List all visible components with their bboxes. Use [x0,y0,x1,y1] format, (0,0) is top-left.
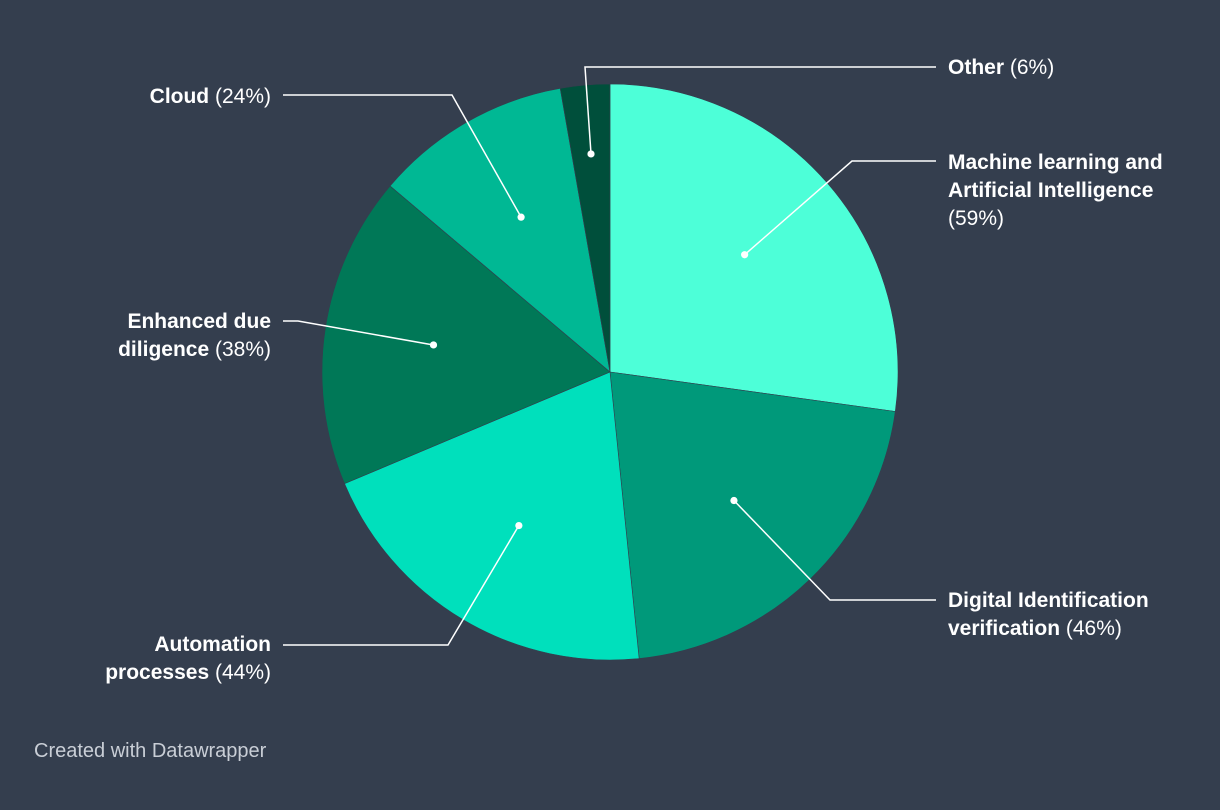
slice-label-machine-learning-and-artificial-intelligence: Machine learning and Artificial Intellige… [948,151,1163,230]
slice-label-digital-identification-verification: Digital Identification verification (46%) [948,589,1149,640]
slice-percent: (59%) [948,207,1004,230]
leader-line-machine-learning-and-artificial-intelligence [744,160,936,256]
slice-label-automation-processes: Automation processes (44%) [105,633,271,684]
slice-percent: (24%) [209,85,271,108]
slice-name-line: Other [948,56,1004,79]
slice-name-line: Cloud [150,85,209,108]
leader-dot-enhanced-due-diligence [429,341,438,349]
slice-labels: Machine learning and Artificial Intellige… [105,56,1162,684]
slice-name-line: Digital Identification [948,589,1149,612]
slice-percent: (44%) [209,661,271,684]
slice-name-line: diligence [118,338,209,361]
pie-slice-other [559,83,611,373]
leader-line-digital-identification-verification [733,500,936,601]
leader-line-cloud [283,94,522,218]
pie-slice-digital-identification-verification [609,371,896,659]
slice-name-line: processes [105,661,209,684]
pie-slices [321,83,899,661]
leader-dot-machine-learning-and-artificial-intelligence [741,251,749,259]
leader-line-other [584,66,936,154]
datawrapper-credit: Created with Datawrapper [34,740,267,762]
slice-label-enhanced-due-diligence: Enhanced due diligence (38%) [118,310,271,361]
slice-label-other: Other (6%) [948,56,1054,79]
leader-dot-cloud [517,213,525,221]
slice-name-line: verification [948,617,1060,640]
leader-dot-automation-processes [515,521,523,530]
slice-name-line: Enhanced due [127,310,271,333]
slice-percent: (46%) [1060,617,1122,640]
leader-dot-digital-identification-verification [730,496,738,505]
label-leaders [283,66,936,646]
leader-line-automation-processes [283,525,520,646]
slice-name-line: Machine learning and [948,151,1163,174]
leader-dot-other [587,150,595,158]
slice-name-line: Automation [154,633,271,656]
slice-name-line: Artificial Intelligence [948,179,1153,202]
pie-slice-enhanced-due-diligence [321,185,611,485]
pie-slice-machine-learning-and-artificial-intelligence [609,83,899,412]
leader-line-enhanced-due-diligence [283,320,434,346]
slice-percent: (6%) [1004,56,1054,79]
slice-label-cloud: Cloud (24%) [150,85,271,108]
slice-percent: (38%) [209,338,271,361]
